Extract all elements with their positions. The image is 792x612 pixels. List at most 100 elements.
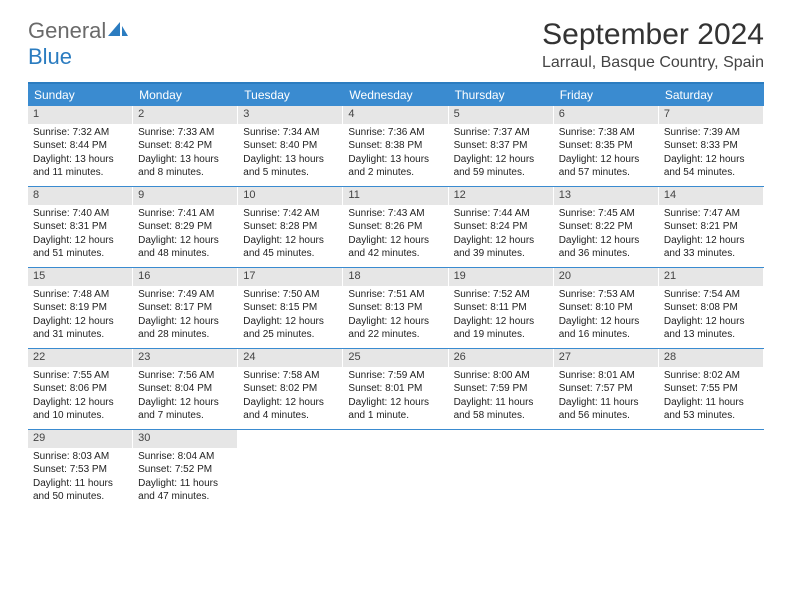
day-number: 3 xyxy=(238,106,342,124)
day-number: 8 xyxy=(28,187,132,205)
day-line: and 57 minutes. xyxy=(559,167,653,180)
day-line: Sunrise: 8:01 AM xyxy=(559,370,653,383)
day-line: and 58 minutes. xyxy=(454,410,548,423)
day-line: Daylight: 12 hours xyxy=(33,397,127,410)
day-line: Sunset: 8:33 PM xyxy=(664,140,758,153)
day-line: Sunset: 7:59 PM xyxy=(454,383,548,396)
day-line: Daylight: 11 hours xyxy=(664,397,758,410)
day-body: Sunrise: 7:33 AMSunset: 8:42 PMDaylight:… xyxy=(133,124,237,186)
day-cell xyxy=(554,430,659,510)
day-body: Sunrise: 7:49 AMSunset: 8:17 PMDaylight:… xyxy=(133,286,237,348)
day-number: 30 xyxy=(133,430,237,448)
day-line: Daylight: 13 hours xyxy=(243,154,337,167)
day-line: Sunrise: 7:51 AM xyxy=(348,289,442,302)
location-text: Larraul, Basque Country, Spain xyxy=(542,54,764,72)
week-row: 15Sunrise: 7:48 AMSunset: 8:19 PMDayligh… xyxy=(28,268,764,349)
day-line: Sunset: 8:01 PM xyxy=(348,383,442,396)
day-number: 18 xyxy=(343,268,447,286)
day-line: Sunrise: 7:45 AM xyxy=(559,208,653,221)
week-row: 8Sunrise: 7:40 AMSunset: 8:31 PMDaylight… xyxy=(28,187,764,268)
day-line: Daylight: 12 hours xyxy=(243,235,337,248)
day-line: and 47 minutes. xyxy=(138,491,232,504)
day-line: and 31 minutes. xyxy=(33,329,127,342)
day-number: 10 xyxy=(238,187,342,205)
day-line: and 5 minutes. xyxy=(243,167,337,180)
day-line: and 54 minutes. xyxy=(664,167,758,180)
day-line: Sunrise: 7:48 AM xyxy=(33,289,127,302)
day-cell: 4Sunrise: 7:36 AMSunset: 8:38 PMDaylight… xyxy=(343,106,448,186)
day-number: 6 xyxy=(554,106,658,124)
page-header: General Blue September 2024 Larraul, Bas… xyxy=(28,18,764,72)
day-number: 16 xyxy=(133,268,237,286)
day-line: Sunrise: 7:40 AM xyxy=(33,208,127,221)
day-line: Sunrise: 7:38 AM xyxy=(559,127,653,140)
week-row: 1Sunrise: 7:32 AMSunset: 8:44 PMDaylight… xyxy=(28,106,764,187)
day-line: Daylight: 12 hours xyxy=(664,154,758,167)
month-title: September 2024 xyxy=(542,18,764,52)
day-line: Sunset: 8:10 PM xyxy=(559,302,653,315)
day-line: Daylight: 12 hours xyxy=(559,235,653,248)
day-line: Sunrise: 7:42 AM xyxy=(243,208,337,221)
day-cell: 28Sunrise: 8:02 AMSunset: 7:55 PMDayligh… xyxy=(659,349,764,429)
weeks-container: 1Sunrise: 7:32 AMSunset: 8:44 PMDaylight… xyxy=(28,106,764,510)
day-line: and 19 minutes. xyxy=(454,329,548,342)
day-line: Sunset: 8:28 PM xyxy=(243,221,337,234)
day-body: Sunrise: 7:59 AMSunset: 8:01 PMDaylight:… xyxy=(343,367,447,429)
day-line: Daylight: 12 hours xyxy=(138,316,232,329)
day-body: Sunrise: 8:02 AMSunset: 7:55 PMDaylight:… xyxy=(659,367,763,429)
day-line: Sunrise: 7:54 AM xyxy=(664,289,758,302)
day-line: and 51 minutes. xyxy=(33,248,127,261)
day-line: and 25 minutes. xyxy=(243,329,337,342)
day-number: 17 xyxy=(238,268,342,286)
day-line: and 53 minutes. xyxy=(664,410,758,423)
day-number: 26 xyxy=(449,349,553,367)
day-body: Sunrise: 7:42 AMSunset: 8:28 PMDaylight:… xyxy=(238,205,342,267)
day-line: Sunset: 8:06 PM xyxy=(33,383,127,396)
day-line: and 7 minutes. xyxy=(138,410,232,423)
day-body: Sunrise: 7:36 AMSunset: 8:38 PMDaylight:… xyxy=(343,124,447,186)
day-cell xyxy=(343,430,448,510)
day-line: Sunset: 8:38 PM xyxy=(348,140,442,153)
day-line: Sunrise: 8:03 AM xyxy=(33,451,127,464)
day-line: Daylight: 11 hours xyxy=(559,397,653,410)
day-line: Sunset: 7:53 PM xyxy=(33,464,127,477)
day-line: and 10 minutes. xyxy=(33,410,127,423)
weekday-header-row: SundayMondayTuesdayWednesdayThursdayFrid… xyxy=(28,84,764,106)
day-line: and 39 minutes. xyxy=(454,248,548,261)
day-line: Sunrise: 7:52 AM xyxy=(454,289,548,302)
day-line: Sunrise: 7:49 AM xyxy=(138,289,232,302)
weekday-header: Tuesday xyxy=(238,84,343,106)
day-cell: 23Sunrise: 7:56 AMSunset: 8:04 PMDayligh… xyxy=(133,349,238,429)
day-cell: 16Sunrise: 7:49 AMSunset: 8:17 PMDayligh… xyxy=(133,268,238,348)
title-block: September 2024 Larraul, Basque Country, … xyxy=(542,18,764,72)
day-line: Sunset: 8:11 PM xyxy=(454,302,548,315)
day-number: 24 xyxy=(238,349,342,367)
day-line: Sunset: 7:52 PM xyxy=(138,464,232,477)
day-number: 27 xyxy=(554,349,658,367)
day-line: Sunset: 8:35 PM xyxy=(559,140,653,153)
day-body: Sunrise: 7:47 AMSunset: 8:21 PMDaylight:… xyxy=(659,205,763,267)
day-cell: 3Sunrise: 7:34 AMSunset: 8:40 PMDaylight… xyxy=(238,106,343,186)
day-cell: 19Sunrise: 7:52 AMSunset: 8:11 PMDayligh… xyxy=(449,268,554,348)
day-line: Sunrise: 7:33 AM xyxy=(138,127,232,140)
day-line: and 1 minute. xyxy=(348,410,442,423)
day-body: Sunrise: 8:04 AMSunset: 7:52 PMDaylight:… xyxy=(133,448,237,510)
day-line: Daylight: 12 hours xyxy=(348,316,442,329)
day-line: and 45 minutes. xyxy=(243,248,337,261)
brand-text-2: Blue xyxy=(28,44,72,69)
day-line: Daylight: 12 hours xyxy=(348,397,442,410)
day-line: and 8 minutes. xyxy=(138,167,232,180)
day-cell: 14Sunrise: 7:47 AMSunset: 8:21 PMDayligh… xyxy=(659,187,764,267)
day-cell: 2Sunrise: 7:33 AMSunset: 8:42 PMDaylight… xyxy=(133,106,238,186)
day-line: Sunset: 8:24 PM xyxy=(454,221,548,234)
brand-text-1: General xyxy=(28,18,106,43)
brand-logo: General Blue xyxy=(28,18,130,70)
day-cell: 17Sunrise: 7:50 AMSunset: 8:15 PMDayligh… xyxy=(238,268,343,348)
day-line: Daylight: 12 hours xyxy=(33,235,127,248)
day-body: Sunrise: 7:52 AMSunset: 8:11 PMDaylight:… xyxy=(449,286,553,348)
day-cell: 18Sunrise: 7:51 AMSunset: 8:13 PMDayligh… xyxy=(343,268,448,348)
day-line: Sunrise: 7:47 AM xyxy=(664,208,758,221)
day-cell: 21Sunrise: 7:54 AMSunset: 8:08 PMDayligh… xyxy=(659,268,764,348)
day-body: Sunrise: 7:54 AMSunset: 8:08 PMDaylight:… xyxy=(659,286,763,348)
weekday-header: Monday xyxy=(133,84,238,106)
